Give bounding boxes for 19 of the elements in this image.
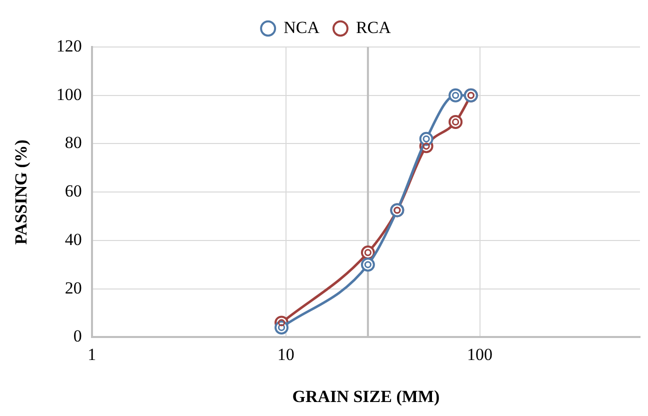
point xyxy=(360,258,375,272)
x-tick-label: 1 xyxy=(88,344,96,364)
x-tick-label: 10 xyxy=(277,344,294,364)
point xyxy=(448,88,463,102)
y-tick-label: 100 xyxy=(56,84,82,104)
y-tick-label: 120 xyxy=(56,36,82,56)
point xyxy=(419,132,434,146)
y-axis-title: PASSING (%) xyxy=(12,140,31,245)
x-tick-label: 100 xyxy=(467,344,493,364)
y-tick-label: 80 xyxy=(64,133,82,152)
y-tick-label: 40 xyxy=(64,230,82,249)
legend-label: NCA xyxy=(284,18,320,37)
legend-label: RCA xyxy=(356,18,392,37)
point xyxy=(360,246,375,260)
point xyxy=(448,114,463,129)
y-tick-label: 0 xyxy=(73,326,82,346)
x-axis-title: GRAIN SIZE (MM) xyxy=(292,387,440,406)
y-tick-label: 20 xyxy=(64,278,82,298)
y-tick-label: 60 xyxy=(64,182,82,201)
